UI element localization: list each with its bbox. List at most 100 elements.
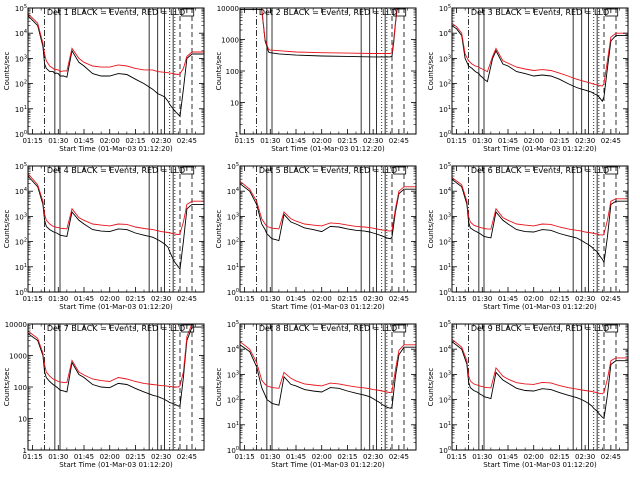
x-tick-label: 02:30 [151, 137, 171, 145]
y-tick-label: 100 [227, 288, 239, 297]
detector-9-chart: 100 101 102 103 104 105 01:15 01:30 01:45 02:00 02… [427, 320, 629, 469]
x-tick-label: 01:30 [48, 137, 68, 145]
x-tick-label: 01:45 [498, 295, 518, 303]
y-tick-label: 101 [15, 263, 27, 272]
x-tick-label: 01:15 [22, 137, 42, 145]
x-tick-label: 02:15 [125, 295, 145, 303]
x-tick-label: 01:45 [286, 295, 306, 303]
x-axis-label: Start Time (01-Mar-03 01:12:20) [483, 303, 597, 311]
y-tick-label: 102 [15, 238, 27, 247]
y-tick-label: 10 [230, 100, 239, 108]
detector-6-chart: 100 101 102 103 104 105 01:15 01:30 01:45 02:00 02… [427, 162, 629, 311]
series-lld-red [240, 341, 416, 394]
x-tick-label: 01:45 [286, 137, 306, 145]
legend-box [181, 8, 195, 17]
plot-frame [239, 165, 417, 293]
chart-title: Det 1 BLACK = Events, RED = LLD [47, 8, 185, 17]
series-events-black [452, 178, 628, 264]
plot-frame [27, 7, 205, 135]
x-tick-label: 02:45 [601, 295, 621, 303]
chart-title: Det 6 BLACK = Events, RED = LLD [471, 166, 609, 175]
legend-box [605, 324, 619, 333]
chart-title: Det 9 BLACK = Events, RED = LLD [471, 324, 609, 333]
x-tick-label: 02:15 [337, 295, 357, 303]
y-tick-label: 102 [227, 396, 239, 405]
y-axis-label: Counts/sec [215, 52, 223, 91]
x-tick-label: 02:15 [549, 453, 569, 461]
chart-title: Det 3 BLACK = Events, RED = LLD [471, 8, 609, 17]
series-events-black [240, 344, 416, 409]
x-tick-label: 01:15 [22, 453, 42, 461]
y-tick-label: 105 [15, 162, 27, 171]
y-axis-label: Counts/sec [3, 210, 11, 249]
y-axis-label: Counts/sec [3, 52, 11, 91]
series-events-black [452, 341, 628, 420]
x-axis-label: Start Time (01-Mar-03 01:12:20) [59, 461, 173, 469]
y-tick-label: 1000 [9, 353, 27, 361]
detector-7-chart: 1 10 100 1000 10000 01:15 01:30 01:45 02:00 02:15… [3, 321, 205, 469]
y-axis-label: Counts/sec [427, 210, 435, 249]
detector-5-chart: 100 101 102 103 104 105 01:15 01:30 01:45 02:00 02… [215, 162, 417, 311]
y-tick-label: 1 [23, 447, 27, 455]
x-axis-label: Start Time (01-Mar-03 01:12:20) [271, 145, 385, 153]
series-lld-red [28, 173, 204, 236]
y-tick-label: 103 [15, 212, 27, 221]
series-events-black [240, 183, 416, 242]
x-axis-label: Start Time (01-Mar-03 01:12:20) [271, 461, 385, 469]
series-lld-red [240, 180, 416, 232]
x-tick-label: 01:30 [472, 137, 492, 145]
x-tick-label: 02:45 [177, 453, 197, 461]
legend-box [181, 166, 195, 175]
y-tick-label: 105 [15, 4, 27, 13]
x-tick-label: 01:30 [48, 453, 68, 461]
chart-title: Det 2 BLACK = Events, RED = LLD [259, 8, 397, 17]
x-tick-label: 01:15 [22, 295, 42, 303]
series-lld-red [28, 13, 204, 75]
series-events-black [452, 25, 628, 103]
y-tick-label: 105 [227, 320, 239, 329]
chart-title: Det 5 BLACK = Events, RED = LLD [259, 166, 397, 175]
y-axis-label: Counts/sec [3, 368, 11, 407]
series-lld-red [28, 324, 204, 388]
series-events-black [28, 175, 204, 271]
x-tick-label: 02:15 [549, 295, 569, 303]
y-tick-label: 100 [439, 130, 451, 139]
y-tick-label: 1 [235, 131, 239, 139]
legend-box [393, 324, 407, 333]
y-tick-label: 103 [439, 54, 451, 63]
x-axis-label: Start Time (01-Mar-03 01:12:20) [59, 145, 173, 153]
x-tick-label: 02:00 [312, 137, 332, 145]
x-tick-label: 02:00 [100, 295, 120, 303]
y-tick-label: 103 [439, 212, 451, 221]
x-tick-label: 02:30 [151, 295, 171, 303]
y-tick-label: 105 [227, 162, 239, 171]
plot-frame [239, 323, 417, 451]
x-tick-label: 01:30 [472, 295, 492, 303]
x-tick-label: 02:30 [575, 453, 595, 461]
y-tick-label: 1000 [221, 37, 239, 45]
y-tick-label: 101 [227, 421, 239, 430]
x-tick-label: 01:45 [498, 453, 518, 461]
y-tick-label: 103 [15, 54, 27, 63]
series-lld-red [452, 22, 628, 87]
series-events-black [28, 15, 204, 118]
x-tick-label: 02:45 [389, 295, 409, 303]
x-tick-label: 02:00 [312, 295, 332, 303]
x-tick-label: 02:00 [524, 295, 544, 303]
x-tick-label: 02:00 [524, 137, 544, 145]
x-tick-label: 02:45 [389, 137, 409, 145]
y-tick-label: 100 [226, 68, 239, 76]
x-tick-label: 01:30 [260, 295, 280, 303]
x-tick-label: 02:45 [389, 453, 409, 461]
x-tick-label: 01:15 [446, 295, 466, 303]
x-tick-label: 01:45 [498, 137, 518, 145]
y-axis-label: Counts/sec [427, 52, 435, 91]
y-tick-label: 103 [227, 212, 239, 221]
y-tick-label: 103 [227, 370, 239, 379]
detector-2-chart: 1 10 100 1000 10000 01:15 01:30 01:45 02:00 02:15… [215, 5, 417, 153]
y-tick-label: 105 [439, 320, 451, 329]
y-tick-label: 100 [15, 288, 27, 297]
detector-1-chart: 100 101 102 103 104 105 01:15 01:30 01:45 02:00 02… [3, 4, 205, 153]
legend-box [605, 166, 619, 175]
